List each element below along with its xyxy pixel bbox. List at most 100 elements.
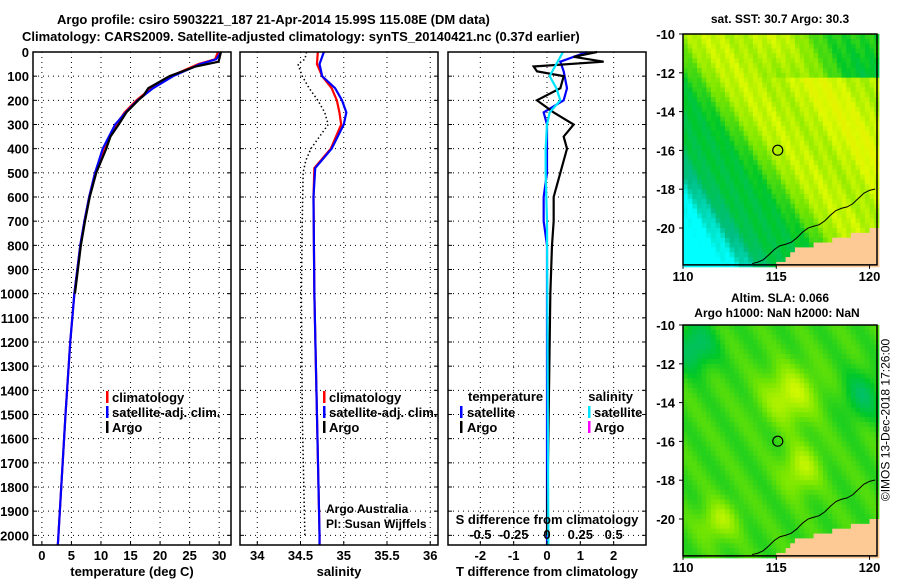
map-cell <box>813 228 819 234</box>
map-cell <box>752 228 759 234</box>
bathymetry-contour <box>751 479 876 556</box>
map-cell <box>752 402 759 408</box>
map-cell <box>762 97 768 103</box>
map-cell <box>762 179 768 185</box>
map-subtitle: Argo h1000: NaN h2000: NaN <box>694 306 859 320</box>
map-cell <box>841 53 847 59</box>
map-cell <box>734 92 740 98</box>
map-cell <box>850 533 857 539</box>
map-cell <box>827 208 833 214</box>
map-cell <box>692 34 698 40</box>
map-cell <box>850 34 857 40</box>
map-cell <box>692 509 698 515</box>
map-cell <box>743 150 749 156</box>
map-cell <box>766 407 773 413</box>
map-cell <box>687 111 693 117</box>
map-cell <box>729 43 735 50</box>
map-cell <box>743 533 749 539</box>
map-cell <box>780 422 787 428</box>
map-cell <box>827 485 833 491</box>
map-cell <box>827 528 833 535</box>
map-cell <box>790 378 796 384</box>
map-cell <box>720 174 726 180</box>
map-cell <box>850 53 857 59</box>
map-cell <box>710 184 717 190</box>
map-cell <box>794 475 801 481</box>
map-cell <box>822 460 829 467</box>
map-cell <box>752 208 759 214</box>
map-cell <box>752 436 759 442</box>
map-cell <box>855 184 861 190</box>
map-cell <box>701 247 707 253</box>
map-cell <box>701 213 707 219</box>
map-cell <box>860 455 866 462</box>
map-cell <box>869 465 875 471</box>
map-cell <box>869 58 875 64</box>
map-cell <box>836 412 843 418</box>
map-cell <box>864 252 871 258</box>
map-cell <box>692 426 698 433</box>
map-cell <box>734 499 740 505</box>
argo-location-marker <box>772 435 784 447</box>
map-cell <box>790 465 796 471</box>
map-cell <box>864 92 871 98</box>
map-cell <box>701 504 707 510</box>
map-cell <box>869 354 875 360</box>
map-cell <box>827 247 833 253</box>
map-cell <box>780 480 787 486</box>
map-cell <box>794 145 801 151</box>
map-cell <box>734 339 740 345</box>
map-cell <box>692 373 698 379</box>
map-cell <box>864 111 871 117</box>
map-cell <box>743 402 749 408</box>
map-cell <box>706 218 712 224</box>
map-cell <box>832 247 838 253</box>
map-cell <box>683 455 689 462</box>
map-cell <box>780 383 787 389</box>
map-cell <box>860 135 866 142</box>
map-cell <box>841 441 847 447</box>
map-cell <box>822 354 829 360</box>
map-cell <box>696 116 703 122</box>
map-cell <box>701 126 707 132</box>
map-cell <box>710 126 717 132</box>
map-cell <box>864 77 871 83</box>
map-cell <box>836 82 843 88</box>
map-cell <box>771 126 777 132</box>
map-cell <box>799 145 805 151</box>
map-cell <box>864 368 871 374</box>
map-cell <box>738 34 745 40</box>
map-cell <box>743 116 749 122</box>
map-cell <box>752 523 759 530</box>
map-cell <box>692 528 698 535</box>
map-cell <box>720 228 726 234</box>
map-cell <box>752 548 759 554</box>
map-cell <box>771 455 777 462</box>
map-cell <box>771 203 777 210</box>
map-cell <box>687 67 693 74</box>
map-cell <box>743 412 749 418</box>
map-cell <box>836 402 843 408</box>
map-cell <box>706 53 712 59</box>
map-cell <box>785 543 791 549</box>
map-cell <box>729 417 735 423</box>
s-tick-label: 0 <box>543 527 550 542</box>
map-cell <box>724 436 731 442</box>
map-cell <box>836 431 843 438</box>
map-cell <box>748 489 754 496</box>
map-cell <box>701 325 707 331</box>
map-cell <box>841 349 847 355</box>
map-cell <box>813 101 819 108</box>
map-cell <box>799 131 805 137</box>
map-cell <box>692 198 698 205</box>
map-cell <box>846 53 852 59</box>
map-cell <box>724 63 731 69</box>
map-cell <box>836 392 843 399</box>
map-cell <box>832 164 838 171</box>
map-cell <box>855 101 861 108</box>
map-cell <box>841 417 847 423</box>
map-cell <box>860 87 866 93</box>
map-cell <box>799 378 805 384</box>
map-cell <box>729 67 735 74</box>
